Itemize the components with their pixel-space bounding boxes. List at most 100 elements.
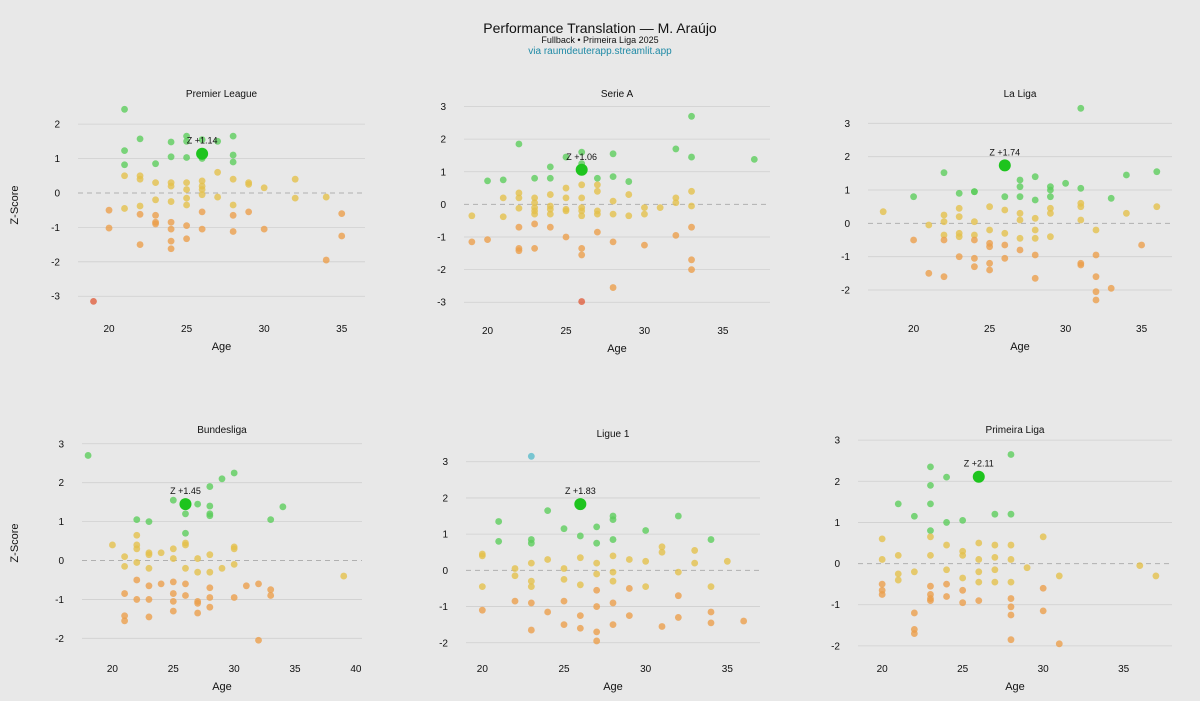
data-point: [291, 175, 299, 183]
data-point: [531, 194, 539, 202]
data-point: [218, 564, 226, 572]
data-point: [152, 179, 159, 187]
data-point: [943, 593, 950, 600]
data-point: [499, 176, 507, 184]
data-point: [169, 555, 177, 562]
highlight-point: [575, 163, 588, 176]
data-point: [1001, 241, 1009, 249]
data-point: [688, 202, 695, 210]
data-point: [1007, 556, 1015, 563]
x-tick-label: 30: [1038, 664, 1050, 675]
data-point: [267, 586, 275, 594]
data-point: [121, 172, 128, 180]
x-tick-label: 25: [984, 324, 996, 335]
data-point: [169, 607, 177, 615]
data-point: [1016, 209, 1024, 217]
data-point: [133, 531, 141, 539]
data-point: [531, 199, 539, 207]
data-point: [674, 614, 682, 621]
data-point: [658, 548, 666, 556]
data-point: [578, 245, 586, 252]
data-point: [167, 138, 175, 146]
data-point: [1031, 234, 1039, 242]
y-tick-label: 3: [440, 102, 446, 113]
data-point: [194, 500, 202, 508]
chart-panel-4: Ligue 1 -2 -1 0 1 2 3 20 25 30 35 Age Z +1.83: [439, 429, 760, 693]
data-point: [1001, 193, 1009, 201]
x-tick-label: 35: [1118, 664, 1130, 675]
y-tick-label: -1: [437, 232, 446, 243]
data-point: [167, 153, 175, 161]
highlight-label: Z +1.83: [565, 486, 596, 496]
data-point: [625, 556, 633, 563]
data-point: [206, 603, 214, 611]
y-tick-label: 1: [440, 167, 446, 178]
data-point: [878, 556, 886, 563]
data-point: [1047, 204, 1054, 212]
y-tick-label: 0: [440, 200, 446, 211]
data-point: [674, 592, 682, 600]
data-point: [674, 568, 682, 576]
data-point: [609, 197, 617, 205]
data-point: [625, 585, 633, 592]
x-tick-label: 35: [1136, 324, 1148, 335]
chart-title: La Liga: [1004, 89, 1037, 100]
highlight-point: [972, 470, 985, 483]
data-point: [544, 507, 552, 515]
data-point: [152, 220, 159, 228]
data-point: [625, 612, 633, 620]
data-point: [245, 208, 253, 216]
data-point: [1007, 603, 1015, 611]
data-point: [943, 566, 950, 574]
data-point: [136, 241, 144, 248]
data-point: [955, 253, 963, 261]
chart-panel-0: Premier League -3 -2 -1 0 1 2 20 25 30 35 Age Z-Scor…: [9, 89, 365, 353]
data-point: [495, 537, 503, 545]
x-tick-label: 35: [722, 664, 734, 675]
y-tick-label: 3: [58, 439, 64, 450]
data-point: [943, 541, 950, 549]
data-point: [658, 543, 666, 551]
data-point: [1031, 226, 1039, 234]
data-point: [750, 155, 758, 163]
data-point: [478, 606, 486, 614]
y-tick-label: 2: [58, 478, 64, 489]
data-point: [340, 572, 348, 580]
data-point: [593, 637, 601, 645]
data-point: [593, 228, 601, 236]
data-point: [527, 577, 535, 585]
data-point: [955, 189, 963, 197]
data-point: [198, 191, 206, 199]
data-point: [136, 175, 144, 183]
data-point: [105, 224, 113, 232]
data-point: [971, 263, 978, 271]
data-point: [198, 225, 206, 233]
y-tick-label: -1: [831, 600, 840, 611]
x-tick-label: 30: [229, 664, 241, 675]
y-tick-label: -2: [51, 257, 60, 268]
data-point: [593, 628, 601, 636]
data-point: [593, 181, 601, 189]
data-point: [910, 568, 918, 576]
data-point: [527, 626, 535, 634]
data-point: [578, 298, 586, 305]
data-point: [1007, 578, 1015, 586]
data-point: [593, 523, 601, 531]
source-link[interactable]: via raumdeuterapp.streamlit.app: [528, 46, 672, 57]
data-point: [546, 210, 554, 218]
data-point: [136, 135, 144, 143]
data-point: [182, 592, 189, 599]
data-point: [593, 174, 601, 182]
data-point: [145, 596, 153, 603]
data-point: [242, 582, 250, 590]
data-point: [925, 269, 933, 277]
data-point: [121, 612, 129, 620]
data-point: [672, 145, 680, 153]
data-point: [255, 636, 262, 644]
data-point: [1092, 296, 1100, 304]
data-point: [167, 245, 175, 253]
data-point: [531, 220, 539, 228]
data-point: [1077, 261, 1085, 269]
data-point: [593, 559, 601, 567]
data-point: [740, 617, 748, 625]
